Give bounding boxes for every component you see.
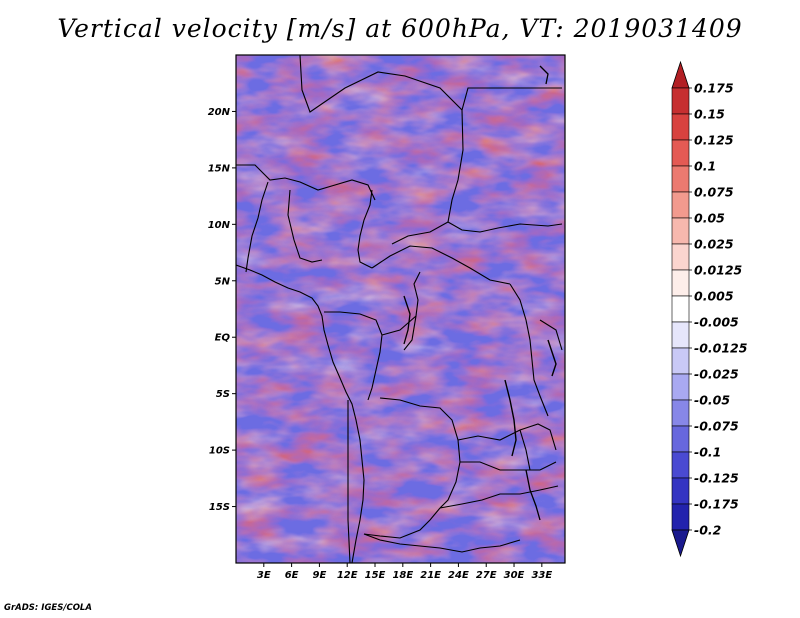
colorbar-segment bbox=[671, 165, 690, 193]
lon-tick-label: 27E bbox=[476, 570, 497, 581]
velocity-field bbox=[236, 55, 565, 563]
colorbar-bottom-arrow bbox=[671, 529, 690, 558]
lon-tick-label: 15E bbox=[365, 570, 386, 581]
colorbar-top-arrow bbox=[671, 60, 690, 89]
lat-tick-label: EQ bbox=[215, 333, 231, 344]
colorbar-label: -0.175 bbox=[694, 497, 739, 512]
country-borders bbox=[236, 55, 563, 563]
colorbar-label: -0.025 bbox=[694, 367, 739, 382]
colorbar-segment bbox=[671, 477, 690, 505]
colorbar-label: 0.15 bbox=[694, 107, 725, 122]
lat-tick-label: 15S bbox=[209, 502, 230, 513]
colorbar-label: -0.2 bbox=[694, 523, 721, 538]
colorbar-label: 0.175 bbox=[694, 81, 734, 96]
colorbar-segment bbox=[671, 269, 690, 297]
coastline bbox=[236, 264, 365, 563]
colorbar-label: -0.075 bbox=[694, 419, 739, 434]
colorbar-label: 0.0125 bbox=[694, 263, 743, 278]
lat-tick-label: 5S bbox=[216, 389, 230, 400]
colorbar-label: 0.05 bbox=[694, 211, 725, 226]
colorbar-segment bbox=[671, 373, 690, 401]
colorbar-segment bbox=[671, 217, 690, 245]
colorbar-segment bbox=[671, 451, 690, 479]
colorbar-segment bbox=[671, 321, 690, 349]
grads-credit: GrADS: IGES/COLA bbox=[4, 603, 92, 613]
colorbar: 0.175 0.15 0.125 0.1 0.075 0.05 0.025 0.0125 0.0… bbox=[671, 60, 748, 558]
lat-tick-label: 5N bbox=[215, 276, 231, 287]
lat-tick-label: 20N bbox=[208, 107, 231, 118]
lon-tick-label: 24E bbox=[448, 570, 469, 581]
colorbar-label: -0.1 bbox=[694, 445, 721, 460]
lon-tick-label: 9E bbox=[313, 570, 327, 581]
latitude-axis: 20N 15N 10N 5N EQ 5S 10S 15S bbox=[208, 107, 236, 513]
colorbar-segment bbox=[671, 503, 690, 531]
colorbar-segment bbox=[671, 113, 690, 141]
map-frame bbox=[235, 54, 566, 564]
colorbar-label: 0.005 bbox=[694, 289, 734, 304]
lon-tick-label: 21E bbox=[420, 570, 441, 581]
colorbar-label: -0.005 bbox=[694, 315, 739, 330]
lon-tick-label: 12E bbox=[337, 570, 358, 581]
colorbar-segment bbox=[671, 399, 690, 427]
colorbar-segment bbox=[671, 87, 690, 115]
lon-tick-label: 6E bbox=[285, 570, 299, 581]
colorbar-segment bbox=[671, 243, 690, 271]
colorbar-label: -0.125 bbox=[694, 471, 739, 486]
colorbar-label: -0.0125 bbox=[694, 341, 748, 356]
colorbar-segment bbox=[671, 191, 690, 219]
colorbar-segment bbox=[671, 295, 690, 323]
lon-tick-label: 30E bbox=[504, 570, 525, 581]
colorbar-segment bbox=[671, 347, 690, 375]
lat-tick-label: 10S bbox=[209, 446, 230, 457]
map-plot-area bbox=[235, 54, 566, 564]
lat-tick-label: 15N bbox=[208, 163, 231, 174]
longitude-axis: 3E 6E 9E 12E 15E 18E 21E 24E 27E 30E 33E bbox=[257, 563, 552, 581]
colorbar-label: 0.075 bbox=[694, 185, 734, 200]
lat-tick-label: 10N bbox=[208, 220, 231, 231]
lon-tick-label: 3E bbox=[257, 570, 271, 581]
colorbar-label: -0.05 bbox=[694, 393, 730, 408]
colorbar-segment bbox=[671, 425, 690, 453]
map-title: Vertical velocity [m/s] at 600hPa, VT: 2… bbox=[57, 14, 743, 43]
colorbar-label: 0.025 bbox=[694, 237, 734, 252]
colorbar-segment bbox=[671, 139, 690, 167]
lon-tick-label: 33E bbox=[531, 570, 552, 581]
colorbar-label: 0.125 bbox=[694, 133, 734, 148]
lon-tick-label: 18E bbox=[392, 570, 413, 581]
colorbar-label: 0.1 bbox=[694, 159, 716, 174]
